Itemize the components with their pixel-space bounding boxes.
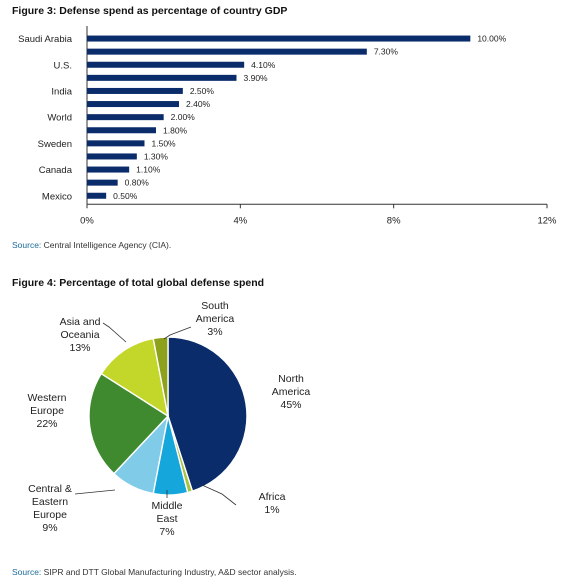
- slice-label: South America 3%: [196, 300, 235, 338]
- bar-chart: 10.00% Saudi Arabia 7.30% 4.10% U.S. 3.90% 2.5…: [18, 26, 557, 226]
- bar: [87, 114, 164, 121]
- pie-slice: [152, 336, 169, 417]
- category-label: World: [47, 113, 72, 124]
- x-tick-label: 0%: [80, 215, 94, 226]
- source-label: Source:: [12, 567, 42, 577]
- source-text: Central Intelligence Agency (CIA).: [43, 240, 172, 250]
- bar: [87, 87, 183, 94]
- category-label: Mexico: [42, 191, 72, 202]
- x-tick-label: 12%: [537, 215, 557, 226]
- pie-slice: [167, 336, 248, 493]
- figure3-source: Source: Central Intelligence Agency (CIA…: [12, 240, 171, 250]
- bar-data-label: 2.00%: [171, 112, 196, 122]
- slice-label: North America 45%: [272, 373, 311, 411]
- bar-data-label: 10.00%: [477, 34, 506, 44]
- x-tick-label: 4%: [233, 215, 247, 226]
- leader-line: [201, 484, 237, 506]
- leader-line: [102, 322, 127, 343]
- slice-label: Africa 1%: [259, 491, 286, 516]
- category-label: U.S.: [54, 60, 72, 71]
- bar: [87, 166, 130, 173]
- bar-data-label: 7.30%: [374, 47, 399, 57]
- category-label: Saudi Arabia: [18, 34, 73, 45]
- pie-slice: [100, 337, 169, 418]
- bar-data-label: 4.10%: [251, 60, 276, 70]
- slice-label: Central & Eastern Europe 9%: [28, 483, 72, 534]
- category-label: India: [51, 86, 72, 97]
- slice-label: Asia and Oceania 13%: [60, 316, 101, 354]
- bar-data-label: 1.10%: [136, 165, 161, 175]
- bar: [87, 48, 367, 55]
- bar: [87, 127, 156, 134]
- bar: [87, 179, 118, 186]
- bar: [87, 101, 179, 108]
- figure4-source: Source: SIPR and DTT Global Manufacturin…: [12, 567, 297, 577]
- bar: [87, 61, 245, 68]
- bar: [87, 153, 137, 160]
- x-tick-label: 8%: [387, 215, 401, 226]
- figure4-title: Figure 4: Percentage of total global def…: [12, 277, 265, 289]
- figure3-title: Figure 3: Defense spend as percentage of…: [12, 5, 288, 17]
- leader-line: [74, 489, 116, 495]
- bar: [87, 192, 107, 199]
- bar-data-label: 2.40%: [186, 99, 211, 109]
- bar-data-label: 0.50%: [113, 191, 138, 201]
- bar-data-label: 1.80%: [163, 125, 188, 135]
- bar: [87, 74, 237, 81]
- slice-label: Western Europe 22%: [28, 392, 67, 430]
- bar-data-label: 0.80%: [125, 178, 150, 188]
- pie-slice: [88, 372, 170, 475]
- bar: [87, 35, 471, 42]
- bar-data-label: 1.30%: [144, 151, 169, 161]
- bar: [87, 140, 145, 147]
- bar-data-label: 3.90%: [244, 73, 269, 83]
- bar-data-label: 2.50%: [190, 86, 215, 96]
- source-text: SIPR and DTT Global Manufacturing Indust…: [43, 567, 297, 577]
- bar-data-label: 1.50%: [152, 138, 177, 148]
- leader-line: [163, 326, 192, 340]
- slice-label: Middle East 7%: [152, 500, 183, 538]
- source-label: Source:: [12, 240, 42, 250]
- pie-chart: North America 45% Africa 1% Middle East 7% Centr…: [28, 300, 311, 538]
- category-label: Canada: [39, 165, 73, 176]
- category-label: Sweden: [38, 139, 72, 150]
